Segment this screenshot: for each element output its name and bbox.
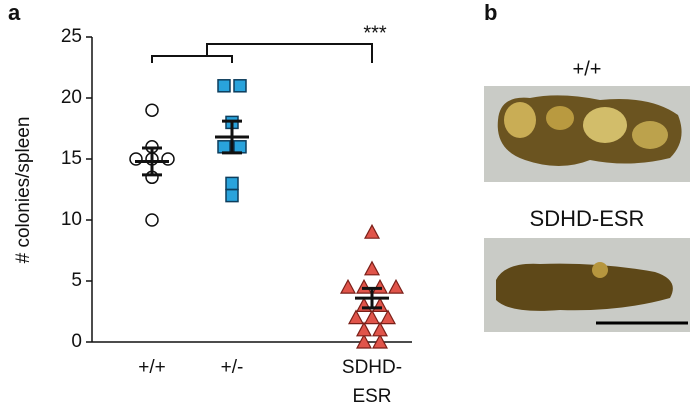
y-tick-label: 10 xyxy=(61,209,82,230)
point xyxy=(363,309,381,325)
x-tick-label: SDHD-ESR xyxy=(342,357,402,407)
bracket xyxy=(151,55,233,63)
error-bar xyxy=(222,119,242,155)
point xyxy=(355,297,373,312)
point xyxy=(363,260,381,276)
y-axis-label: # colonies/spleen xyxy=(13,117,34,264)
point xyxy=(129,152,143,166)
point xyxy=(355,278,373,294)
y-tick-label: 0 xyxy=(71,331,82,352)
point xyxy=(225,176,239,191)
point xyxy=(371,297,389,312)
x-tick-label: +/+ xyxy=(138,357,165,378)
bracket xyxy=(206,43,373,63)
panel-label: b xyxy=(484,0,497,25)
image-caption: +/+ xyxy=(573,58,602,80)
spleen-photo xyxy=(484,238,690,332)
error-bar xyxy=(362,286,382,310)
point xyxy=(371,278,389,294)
point xyxy=(233,140,247,154)
point xyxy=(145,103,159,117)
point xyxy=(225,188,239,203)
y-tick-label: 20 xyxy=(61,87,82,108)
point xyxy=(217,140,231,154)
point xyxy=(387,278,405,294)
point xyxy=(217,79,231,93)
point xyxy=(233,79,247,93)
image-caption: SDHD-ESR xyxy=(530,206,645,231)
point xyxy=(339,278,357,294)
point xyxy=(161,152,175,166)
y-tick-label: 5 xyxy=(71,270,82,291)
spleen-photo xyxy=(484,86,690,182)
error-bar xyxy=(142,146,162,177)
significance: *** xyxy=(363,22,387,44)
point xyxy=(355,321,373,337)
panel-label: a xyxy=(8,0,21,25)
point xyxy=(371,333,389,349)
point xyxy=(371,321,389,337)
point xyxy=(347,309,365,325)
x-tick-label: +/- xyxy=(221,357,244,378)
point xyxy=(363,223,381,239)
point xyxy=(355,333,373,349)
point xyxy=(145,213,159,227)
significance-brackets xyxy=(151,43,373,63)
y-tick-label: 25 xyxy=(61,26,82,47)
point xyxy=(379,309,397,325)
y-tick-label: 15 xyxy=(61,148,82,169)
